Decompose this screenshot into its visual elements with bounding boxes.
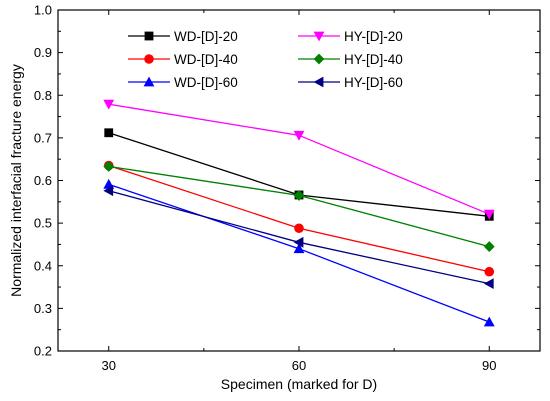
series-HY-[D]-60 xyxy=(103,185,494,290)
legend-item: WD-[D]-40 xyxy=(128,52,238,67)
legend-item: HY-[D]-40 xyxy=(298,52,403,67)
series-layer xyxy=(103,99,495,327)
y-tick-label: 0.3 xyxy=(34,301,52,316)
y-tick-label: 0.6 xyxy=(34,173,52,188)
y-tick-label: 0.4 xyxy=(34,258,52,273)
data-point xyxy=(294,223,304,234)
series-line xyxy=(108,164,490,273)
x-tick-label: 90 xyxy=(482,358,496,373)
data-point xyxy=(293,236,304,248)
data-point xyxy=(293,190,305,201)
data-point xyxy=(293,243,305,254)
series-HY-[D]-40 xyxy=(103,161,495,252)
data-point xyxy=(103,161,115,172)
data-point xyxy=(103,99,115,110)
series-line xyxy=(108,183,490,323)
y-tick-label: 0.9 xyxy=(34,45,52,60)
legend-marker xyxy=(143,76,155,87)
y-axis: 0.2 0.3 0.4 0.5 0.6 0.7 0.8 0.9 1.0 xyxy=(34,3,540,359)
legend-marker xyxy=(313,76,324,88)
y-tick-label: 0.2 xyxy=(34,344,52,359)
legend: WD-[D]-20 HY-[D]-20 WD-[D]-40 HY-[D]-40 WD-[… xyxy=(128,29,403,90)
data-point xyxy=(103,185,114,197)
legend-item: WD-[D]-20 xyxy=(128,29,238,44)
x-tick-label: 30 xyxy=(102,358,116,373)
y-tick-label: 1.0 xyxy=(34,3,52,18)
legend-label: WD-[D]-60 xyxy=(174,75,238,90)
data-point xyxy=(484,266,495,277)
legend-label: HY-[D]-20 xyxy=(344,29,403,44)
legend-label: WD-[D]-40 xyxy=(174,52,238,67)
legend-marker xyxy=(313,31,325,42)
y-tick-label: 0.8 xyxy=(34,88,52,103)
data-point xyxy=(293,130,305,141)
legend-marker xyxy=(313,53,325,65)
plot-frame xyxy=(57,9,541,352)
x-tick-label: 60 xyxy=(292,358,306,373)
series-WD-[D]-40 xyxy=(103,160,495,277)
legend-label: WD-[D]-20 xyxy=(174,29,238,44)
y-axis-title: Normalized interfacial fracture energy xyxy=(8,64,24,297)
data-point xyxy=(104,128,114,138)
legend-label: HY-[D]-40 xyxy=(344,52,403,67)
data-point xyxy=(483,209,495,220)
y-tick-label: 0.5 xyxy=(34,216,52,231)
series-WD-[D]-60 xyxy=(103,178,495,327)
legend-item: HY-[D]-20 xyxy=(298,29,403,44)
data-point xyxy=(483,278,494,290)
legend-label: HY-[D]-60 xyxy=(344,75,403,90)
series-line xyxy=(108,190,490,285)
legend-item: HY-[D]-60 xyxy=(298,75,403,90)
data-point xyxy=(483,241,495,252)
data-point xyxy=(483,316,495,327)
series-HY-[D]-20 xyxy=(103,99,495,220)
x-axis-title: Specimen (marked for D) xyxy=(221,376,377,392)
y-tick-label: 0.7 xyxy=(34,130,52,145)
legend-marker xyxy=(144,31,154,41)
legend-item: WD-[D]-60 xyxy=(128,75,238,90)
x-axis: 30 60 90 xyxy=(102,10,496,373)
legend-marker xyxy=(144,54,154,64)
